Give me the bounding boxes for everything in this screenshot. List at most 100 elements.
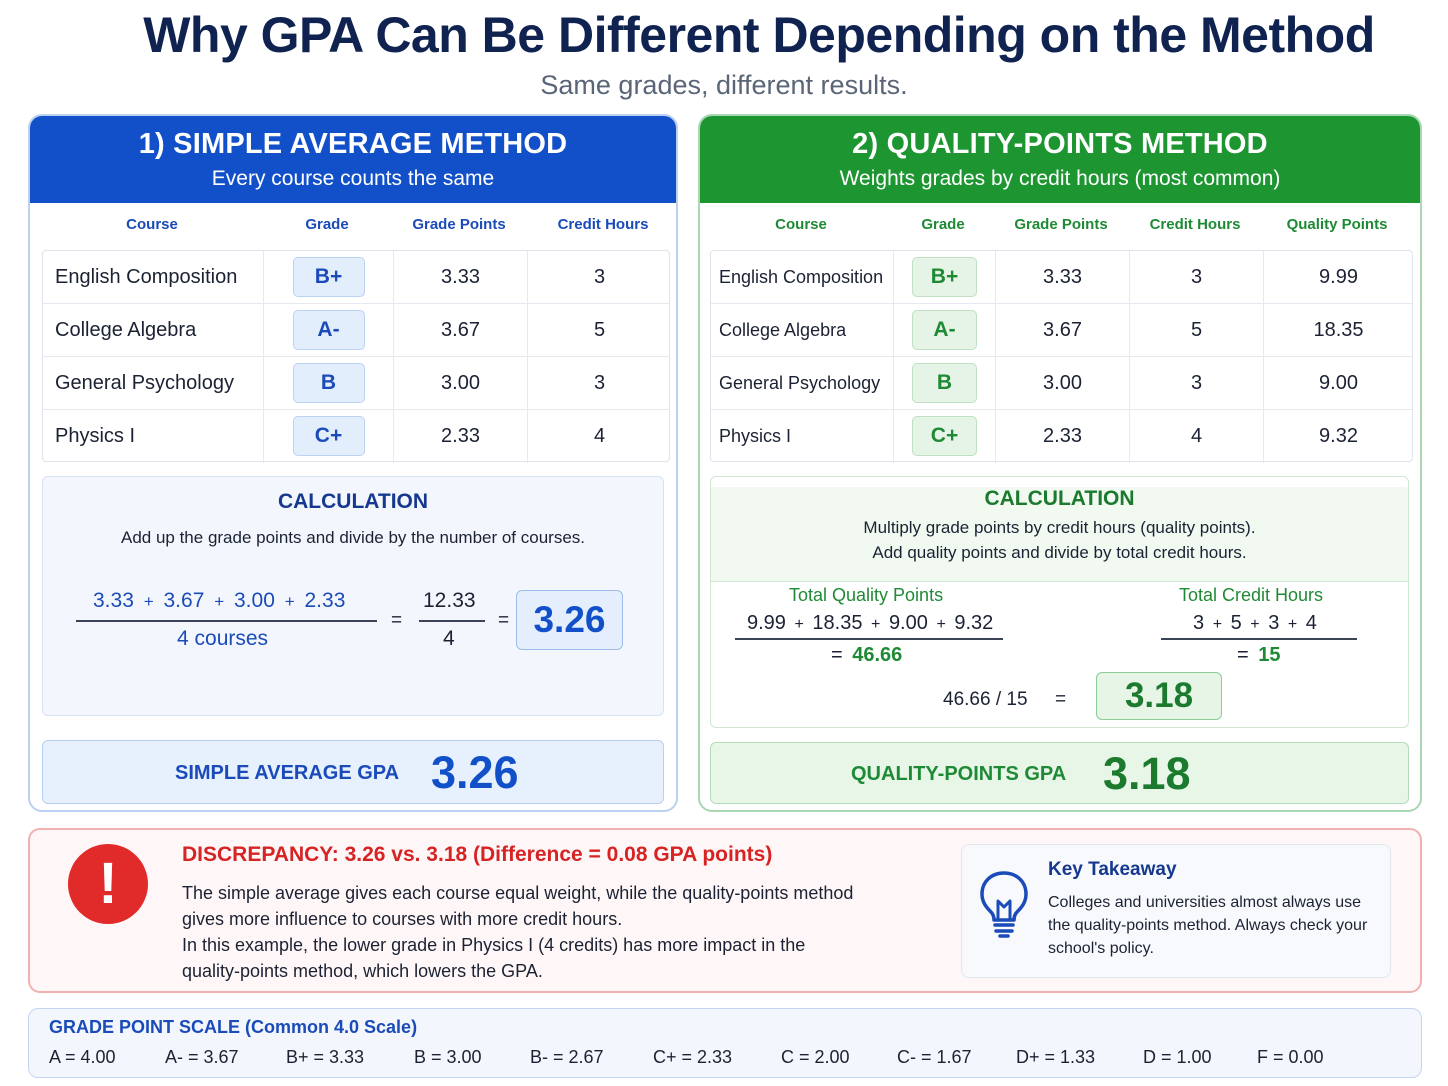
col-grade-points: Grade Points: [1014, 216, 1108, 233]
table-row: General Psychology B 3.00 3 9.00: [711, 357, 1412, 410]
scale-item: C = 2.00: [781, 1047, 850, 1067]
credit-hours: 3: [527, 357, 671, 410]
page-subtitle: Same grades, different results.: [540, 70, 908, 100]
course-name: Physics I: [719, 426, 792, 446]
col-grade-points: Grade Points: [412, 216, 506, 233]
sum-underline: [735, 638, 1003, 640]
quality-heading: 2) QUALITY-POINTS METHOD: [852, 128, 1268, 160]
quality-gpa-value: 3.18: [1103, 748, 1191, 799]
table-row: Physics I C+ 2.33 4: [43, 410, 669, 463]
scale-item: D = 1.00: [1143, 1047, 1212, 1067]
course-name: Physics I: [55, 425, 136, 447]
grade-points: 3.00: [393, 357, 527, 410]
calculation-text: Add up the grade points and divide by th…: [120, 528, 586, 547]
credit-hours: 5: [527, 304, 671, 357]
quality-result-box: 3.18: [1096, 672, 1222, 720]
grade-badge: B+: [912, 257, 977, 297]
quality-points-panel: 2) QUALITY-POINTS METHOD Weights grades …: [698, 114, 1422, 812]
course-name: General Psychology: [55, 372, 234, 394]
col-credit-hours: Credit Hours: [557, 216, 649, 233]
fraction-numerator: 12.33: [423, 589, 476, 612]
quality-gpa-label: QUALITY-POINTS GPA: [851, 763, 1067, 785]
quality-points: 9.32: [1263, 410, 1413, 463]
simple-heading: 1) SIMPLE AVERAGE METHOD: [138, 128, 568, 160]
table-row: Physics I C+ 2.33 4 9.32: [711, 410, 1412, 463]
grade-badge: A-: [292, 310, 365, 350]
col-grade: Grade: [305, 216, 349, 233]
equals-sign: =: [391, 610, 403, 631]
grade-points: 3.33: [393, 251, 527, 304]
simple-subheading: Every course counts the same: [211, 167, 495, 190]
grade-points: 3.33: [995, 251, 1129, 304]
course-name: College Algebra: [55, 319, 197, 341]
col-grade: Grade: [921, 216, 965, 233]
course-name: General Psychology: [719, 373, 881, 393]
total-credit-hours-label: Total Credit Hours: [1179, 585, 1324, 605]
grade-points: 3.67: [995, 304, 1129, 357]
calculation-title: CALCULATION: [984, 487, 1135, 510]
simple-average-panel: 1) SIMPLE AVERAGE METHOD Every course co…: [28, 114, 678, 812]
col-course: Course: [126, 216, 178, 233]
table-row: General Psychology B 3.00 3: [43, 357, 669, 410]
simple-result-box: 3.26: [516, 590, 623, 650]
quality-panel-header: 2) QUALITY-POINTS METHOD Weights grades …: [700, 116, 1420, 203]
quality-gpa-bar: QUALITY-POINTS GPA 3.18: [710, 742, 1409, 804]
grade-point-scale: GRADE POINT SCALE (Common 4.0 Scale) A =…: [28, 1008, 1422, 1078]
grade-badge: B+: [292, 257, 365, 297]
credit-hours-total: = 15: [1237, 644, 1281, 666]
discrepancy-body: The simple average gives each course equ…: [182, 880, 922, 984]
grade-points: 2.33: [393, 410, 527, 463]
fraction-denominator: 4: [443, 627, 455, 650]
scale-item: C+ = 2.33: [653, 1047, 733, 1067]
table-row: English Composition B+ 3.33 3: [43, 251, 669, 304]
grade-badge: C+: [912, 416, 977, 456]
quality-course-table: English Composition B+ 3.33 3 9.99 Colle…: [710, 250, 1413, 463]
col-credit-hours: Credit Hours: [1149, 216, 1241, 233]
discrepancy-line-2: gives more influence to courses with mor…: [182, 909, 623, 929]
discrepancy-line-1: The simple average gives each course equ…: [182, 883, 854, 903]
simple-course-table: English Composition B+ 3.33 3 College Al…: [42, 250, 670, 463]
credit-hours: 3: [527, 251, 671, 304]
sum-numerator: 3.33 + 3.67 + 3.00 + 2.33: [93, 589, 346, 612]
discrepancy-line-4: quality-points method, which lowers the …: [182, 961, 543, 981]
credit-hours-sum: 3 + 5 + 3 + 4: [1193, 612, 1317, 634]
equals-sign: =: [498, 610, 510, 631]
quality-points-total: = 46.66: [831, 644, 903, 666]
quality-calculation-box: CALCULATION Multiply grade points by cre…: [710, 476, 1409, 728]
credit-hours: 5: [1129, 304, 1263, 357]
table-row: College Algebra A- 3.67 5: [43, 304, 669, 357]
grade-badge: B: [912, 363, 977, 403]
grade-badge: A-: [912, 310, 977, 350]
calculation-title: CALCULATION: [277, 490, 429, 513]
division-expression: 46.66 / 15: [943, 689, 1028, 710]
scale-item: B = 3.00: [414, 1047, 482, 1067]
scale-item: C- = 1.67: [897, 1047, 972, 1067]
credit-hours: 3: [1129, 357, 1263, 410]
simple-gpa-label: SIMPLE AVERAGE GPA: [175, 762, 400, 784]
quality-points: 9.00: [1263, 357, 1413, 410]
credit-hours: 3: [1129, 251, 1263, 304]
denominator: 4 courses: [177, 627, 269, 650]
scale-item: D+ = 1.33: [1016, 1047, 1096, 1067]
scale-item: A = 4.00: [49, 1047, 116, 1067]
grade-points: 3.67: [393, 304, 527, 357]
fraction-bar: [76, 620, 377, 622]
page-title: Why GPA Can Be Different Depending on th…: [143, 7, 1375, 63]
col-quality-points: Quality Points: [1286, 216, 1388, 233]
scale-item: B- = 2.67: [530, 1047, 604, 1067]
simple-panel-header: 1) SIMPLE AVERAGE METHOD Every course co…: [30, 116, 676, 203]
key-takeaway-title: Key Takeaway: [1048, 859, 1177, 880]
scale-item: A- = 3.67: [165, 1047, 239, 1067]
grade-points: 3.00: [995, 357, 1129, 410]
table-row: College Algebra A- 3.67 5 18.35: [711, 304, 1412, 357]
key-takeaway-text: Colleges and universities almost always …: [1048, 894, 1368, 957]
equals-sign: =: [1055, 689, 1067, 710]
course-name: English Composition: [719, 267, 884, 287]
discrepancy-title: DISCREPANCY: 3.26 vs. 3.18 (Difference =…: [182, 843, 773, 866]
simple-gpa-bar: SIMPLE AVERAGE GPA 3.26: [42, 740, 664, 804]
scale-item: B+ = 3.33: [286, 1047, 365, 1067]
scale-item: F = 0.00: [1257, 1047, 1324, 1067]
discrepancy-line-3: In this example, the lower grade in Phys…: [182, 935, 806, 955]
quality-subheading: Weights grades by credit hours (most com…: [839, 167, 1281, 190]
grade-badge: B: [292, 363, 365, 403]
